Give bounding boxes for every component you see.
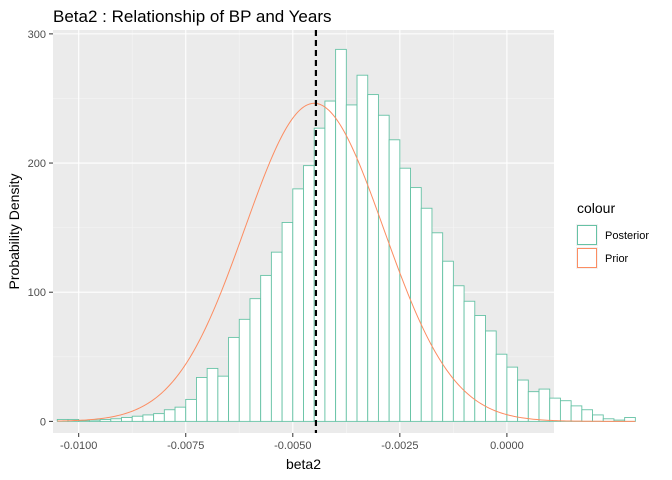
y-axis: 0 100 200 300 bbox=[28, 29, 53, 428]
histogram-bar bbox=[335, 48, 347, 422]
histogram-bar bbox=[388, 139, 401, 422]
histogram-bar bbox=[88, 419, 101, 422]
histogram-bar bbox=[260, 274, 272, 422]
histogram-bar bbox=[549, 397, 561, 422]
histogram-bar bbox=[281, 222, 294, 422]
histogram-bar bbox=[463, 300, 476, 422]
histogram-bar bbox=[121, 417, 133, 422]
histogram-bar bbox=[517, 379, 529, 422]
prior-density-line bbox=[57, 102, 636, 422]
histogram-bar bbox=[99, 418, 112, 422]
histogram-bar bbox=[206, 367, 219, 422]
y-axis-title: Probability Density bbox=[6, 174, 22, 290]
histogram-bar bbox=[538, 388, 551, 422]
histogram-bar bbox=[174, 406, 187, 422]
legend-key-posterior bbox=[577, 225, 597, 245]
histogram-bar bbox=[377, 114, 390, 422]
histogram-bar bbox=[581, 409, 593, 422]
legend-label-prior: Prior bbox=[605, 253, 629, 265]
histogram-bar bbox=[559, 400, 572, 422]
histogram-bar bbox=[110, 418, 122, 422]
histogram-bar bbox=[217, 375, 230, 422]
x-tick-label: 0.0000 bbox=[490, 440, 524, 452]
histogram-bar bbox=[624, 417, 636, 422]
histogram-bar bbox=[592, 414, 604, 422]
x-axis-title: beta2 bbox=[286, 456, 321, 472]
histogram-bar bbox=[367, 94, 379, 422]
histogram-bar bbox=[228, 336, 240, 422]
histogram-bar bbox=[431, 232, 444, 422]
histogram-bar bbox=[442, 260, 454, 422]
histogram-bar bbox=[356, 74, 369, 422]
legend-label-posterior: Posterior bbox=[605, 230, 649, 242]
chart-title: Beta2 : Relationship of BP and Years bbox=[53, 7, 332, 26]
x-tick-label: -0.0100 bbox=[60, 440, 97, 452]
histogram-bar bbox=[452, 285, 465, 422]
y-tick-label: 0 bbox=[40, 416, 46, 428]
histogram-bars bbox=[56, 48, 636, 422]
histogram-bar bbox=[238, 318, 251, 422]
histogram-bar bbox=[485, 330, 497, 422]
legend: colour Posterior Prior bbox=[576, 200, 649, 269]
histogram-bar bbox=[153, 413, 165, 422]
histogram-bar bbox=[142, 414, 155, 422]
histogram-bar bbox=[163, 409, 176, 422]
histogram-bar bbox=[131, 415, 144, 422]
legend-key-prior bbox=[577, 248, 597, 268]
histogram-bar bbox=[185, 398, 197, 422]
histogram-bar bbox=[420, 207, 433, 422]
histogram-bar bbox=[399, 167, 412, 422]
histogram-bar bbox=[345, 104, 358, 422]
histogram-bar bbox=[527, 391, 540, 422]
histogram-bar bbox=[506, 366, 519, 422]
histogram-bar bbox=[303, 165, 315, 422]
y-tick-label: 200 bbox=[28, 158, 46, 170]
histogram-bar bbox=[270, 251, 283, 422]
histogram-bar bbox=[292, 188, 304, 422]
x-axis: -0.0100 -0.0075 -0.0050 -0.0025 0.0000 bbox=[60, 433, 524, 452]
x-tick-label: -0.0025 bbox=[381, 440, 418, 452]
legend-title: colour bbox=[577, 200, 615, 216]
histogram-bar bbox=[324, 100, 337, 422]
histogram-bar bbox=[570, 405, 583, 422]
x-tick-label: -0.0050 bbox=[274, 440, 311, 452]
y-tick-label: 100 bbox=[28, 287, 46, 299]
histogram-bar bbox=[195, 377, 208, 422]
histogram-bar bbox=[78, 420, 90, 422]
histogram-bar bbox=[249, 298, 262, 422]
x-tick-label: -0.0075 bbox=[167, 440, 204, 452]
y-tick-label: 300 bbox=[28, 29, 46, 41]
